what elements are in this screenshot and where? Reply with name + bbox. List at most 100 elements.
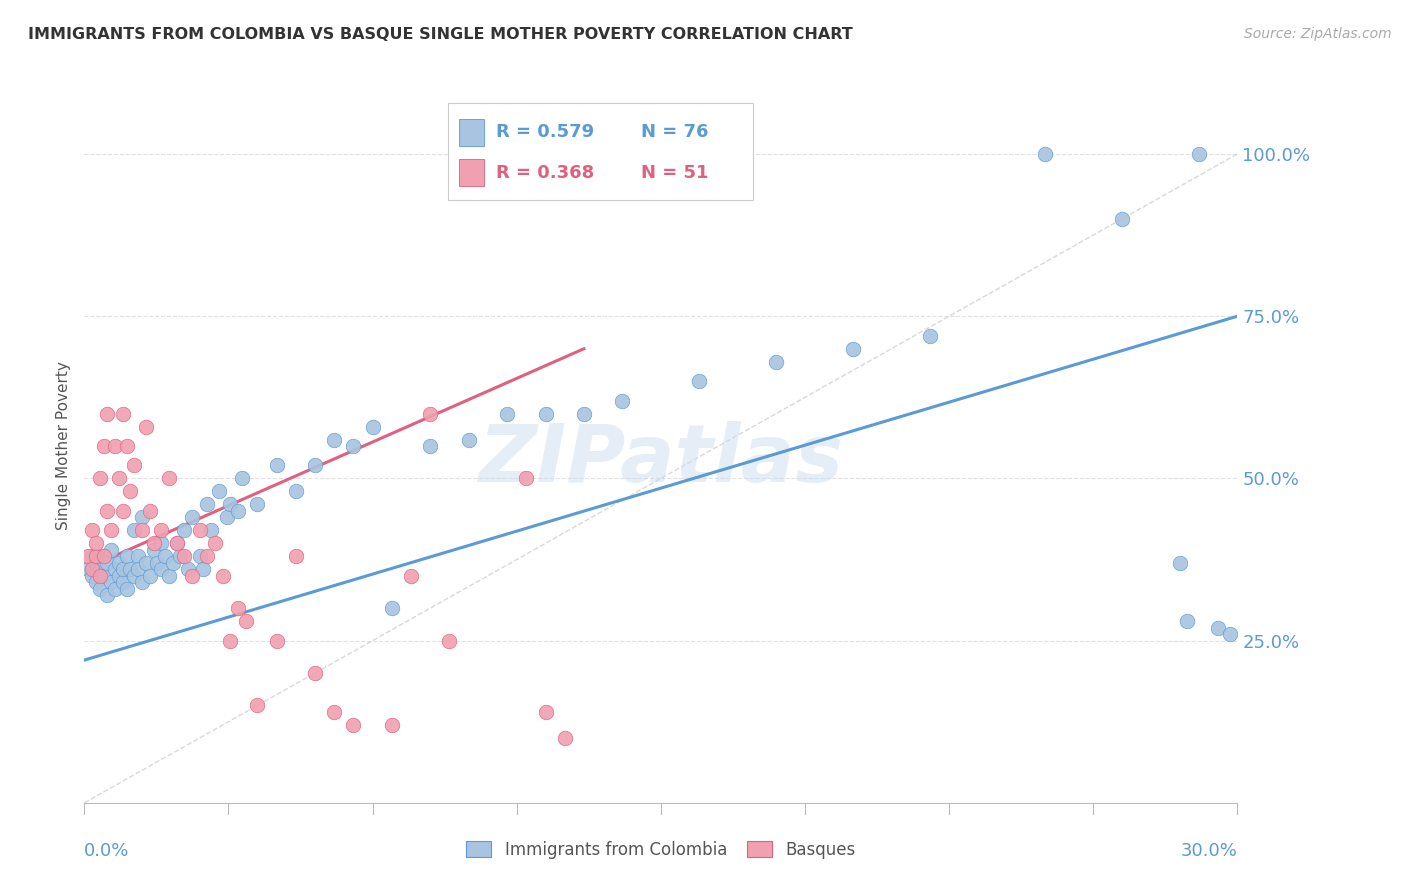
Point [131,524,153,538]
Point [138,504,160,518]
Text: N = 51: N = 51 [641,164,709,182]
Point [173,524,195,538]
Point [208,484,231,499]
Point [477,147,499,161]
Point [115,549,138,564]
Point [534,407,557,421]
Text: R = 0.579: R = 0.579 [496,123,595,141]
Point [235,614,257,628]
Point [131,510,153,524]
Point [93,439,115,453]
Point [84,549,107,564]
Point [115,582,138,596]
Point [77,562,100,576]
Point [127,562,149,576]
Point [284,484,307,499]
FancyBboxPatch shape [447,103,754,200]
Y-axis label: Single Mother Poverty: Single Mother Poverty [56,361,72,531]
Point [142,542,165,557]
Point [195,497,218,511]
Point [226,504,249,518]
Point [89,582,111,596]
Point [496,147,519,161]
Point [115,439,138,453]
Point [200,524,222,538]
Point [204,536,226,550]
Point [457,433,479,447]
Point [153,549,176,564]
Point [111,504,134,518]
Point [157,471,180,485]
Point [361,419,384,434]
Point [612,393,634,408]
Point [124,524,146,538]
Point [304,458,326,473]
Point [688,374,710,388]
Point [111,407,134,421]
Point [150,562,173,576]
Point [177,562,200,576]
Text: Source: ZipAtlas.com: Source: ZipAtlas.com [1244,27,1392,41]
Point [157,568,180,582]
Point [323,433,346,447]
Point [193,562,215,576]
Point [131,575,153,590]
Point [1206,621,1229,635]
Point [169,549,191,564]
Point [246,698,269,713]
Point [419,407,441,421]
Point [266,458,288,473]
Point [304,666,326,681]
Point [111,575,134,590]
Point [100,542,122,557]
Point [93,549,115,564]
Point [150,524,173,538]
Point [226,601,249,615]
Legend: Immigrants from Colombia, Basques: Immigrants from Colombia, Basques [460,835,862,866]
FancyBboxPatch shape [460,160,485,186]
Point [439,633,461,648]
Point [166,536,188,550]
Point [96,407,118,421]
Point [246,497,269,511]
Point [1188,147,1211,161]
Point [120,562,142,576]
Point [138,568,160,582]
Point [120,484,142,499]
Point [96,504,118,518]
Point [1033,147,1056,161]
Point [342,718,364,732]
Point [181,568,204,582]
Point [381,601,404,615]
Point [77,549,100,564]
Point [108,556,131,570]
Point [181,510,204,524]
Point [162,556,184,570]
Point [80,549,103,564]
Point [96,556,118,570]
Point [195,549,218,564]
Point [188,549,211,564]
Point [135,419,157,434]
Point [96,588,118,602]
Point [554,731,576,745]
Text: R = 0.368: R = 0.368 [496,164,595,182]
Point [166,536,188,550]
Point [381,718,404,732]
Point [323,705,346,719]
Point [399,568,422,582]
Point [515,471,537,485]
Point [1168,556,1191,570]
Point [188,524,211,538]
Point [84,536,107,550]
Point [80,562,103,576]
Point [111,562,134,576]
Point [231,471,253,485]
Point [124,458,146,473]
Point [80,568,103,582]
Point [80,524,103,538]
Point [534,705,557,719]
Point [266,633,288,648]
Text: ZIPatlas: ZIPatlas [478,421,844,500]
Point [84,556,107,570]
